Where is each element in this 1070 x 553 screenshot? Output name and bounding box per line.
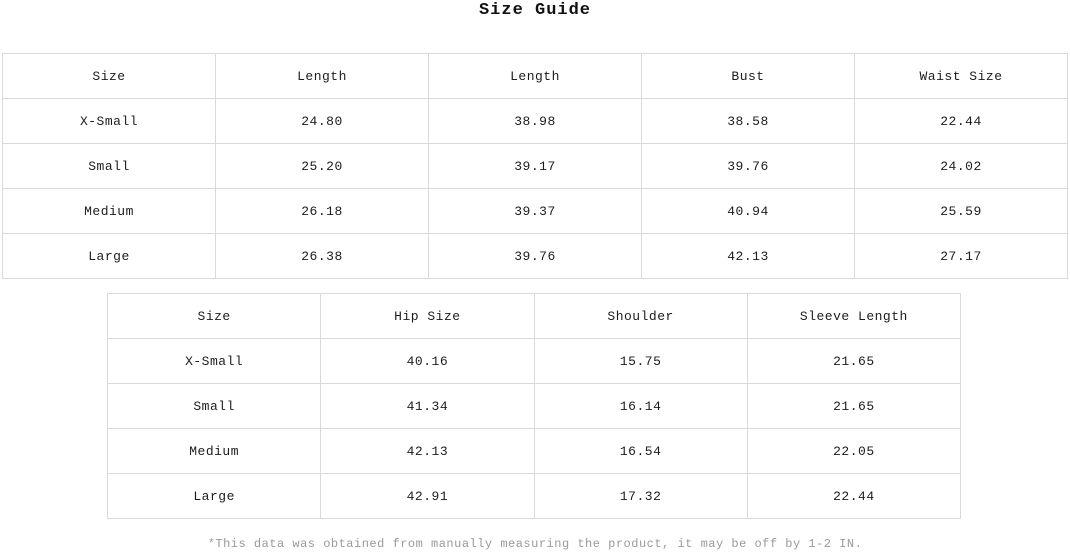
table-row-small: Small 25.20 39.17 39.76 24.02 xyxy=(2,143,1068,189)
table-cell: Large xyxy=(2,233,216,279)
table-cell: 42.13 xyxy=(641,233,855,279)
table-row-large: Large 26.38 39.76 42.13 27.17 xyxy=(2,233,1068,279)
table-cell: 25.20 xyxy=(215,143,429,189)
table-row-large: Large 42.91 17.32 22.44 xyxy=(106,473,962,519)
table-cell: 24.02 xyxy=(854,143,1068,189)
table-cell: 39.76 xyxy=(428,233,642,279)
table-row-xsmall: X-Small 24.80 38.98 38.58 22.44 xyxy=(2,98,1068,144)
measurement-disclaimer: *This data was obtained from manually me… xyxy=(207,537,863,551)
table-cell: 40.94 xyxy=(641,188,855,234)
table-cell: 42.91 xyxy=(320,473,535,519)
table-cell: 24.80 xyxy=(215,98,429,144)
header-cell-size: Size xyxy=(2,53,216,99)
header-cell-sleeve-length: Sleeve Length xyxy=(746,293,962,339)
size-table-lower: Size Hip Size Shoulder Sleeve Length X-S… xyxy=(106,293,962,519)
table-cell: 39.76 xyxy=(641,143,855,189)
table-cell: 39.37 xyxy=(428,188,642,234)
table-cell: 15.75 xyxy=(533,338,748,384)
table-cell: 22.44 xyxy=(854,98,1068,144)
table-cell: Small xyxy=(2,143,216,189)
table-cell: 22.44 xyxy=(746,473,962,519)
table-header-row: Size Hip Size Shoulder Sleeve Length xyxy=(106,293,962,339)
table-cell: 38.58 xyxy=(641,98,855,144)
table-header-row: Size Length Length Bust Waist Size xyxy=(2,53,1068,99)
table-cell: 21.65 xyxy=(746,383,962,429)
table-row-xsmall: X-Small 40.16 15.75 21.65 xyxy=(106,338,962,384)
table-row-medium: Medium 42.13 16.54 22.05 xyxy=(106,428,962,474)
table-cell: Medium xyxy=(2,188,216,234)
table-cell: X-Small xyxy=(2,98,216,144)
table-cell: 21.65 xyxy=(746,338,962,384)
table-cell: 42.13 xyxy=(320,428,535,474)
table-cell: 22.05 xyxy=(746,428,962,474)
table-cell: 26.18 xyxy=(215,188,429,234)
table-cell: 27.17 xyxy=(854,233,1068,279)
table-cell: X-Small xyxy=(106,338,322,384)
table-cell: 16.14 xyxy=(533,383,748,429)
header-cell-waist-size: Waist Size xyxy=(854,53,1068,99)
header-cell-hip-size: Hip Size xyxy=(320,293,535,339)
size-table-lower-header: Size Hip Size Shoulder Sleeve Length xyxy=(106,293,962,339)
table-row-small: Small 41.34 16.14 21.65 xyxy=(106,383,962,429)
header-cell-length-1: Length xyxy=(215,53,429,99)
table-cell: Medium xyxy=(106,428,322,474)
size-table-upper-body: X-Small 24.80 38.98 38.58 22.44 Small 25… xyxy=(2,98,1068,279)
header-cell-length-2: Length xyxy=(428,53,642,99)
header-cell-shoulder: Shoulder xyxy=(533,293,748,339)
table-cell: 25.59 xyxy=(854,188,1068,234)
size-table-upper-header: Size Length Length Bust Waist Size xyxy=(2,53,1068,99)
table-cell: 39.17 xyxy=(428,143,642,189)
table-cell: 26.38 xyxy=(215,233,429,279)
table-cell: 17.32 xyxy=(533,473,748,519)
table-cell: Large xyxy=(106,473,322,519)
size-table-upper: Size Length Length Bust Waist Size X-Sma… xyxy=(2,53,1068,279)
table-row-medium: Medium 26.18 39.37 40.94 25.59 xyxy=(2,188,1068,234)
table-cell: 40.16 xyxy=(320,338,535,384)
table-cell: 41.34 xyxy=(320,383,535,429)
header-cell-size: Size xyxy=(106,293,322,339)
table-cell: 38.98 xyxy=(428,98,642,144)
size-table-lower-body: X-Small 40.16 15.75 21.65 Small 41.34 16… xyxy=(106,338,962,519)
table-cell: Small xyxy=(106,383,322,429)
table-cell: 16.54 xyxy=(533,428,748,474)
page-title: Size Guide xyxy=(478,1,592,20)
header-cell-bust: Bust xyxy=(641,53,855,99)
